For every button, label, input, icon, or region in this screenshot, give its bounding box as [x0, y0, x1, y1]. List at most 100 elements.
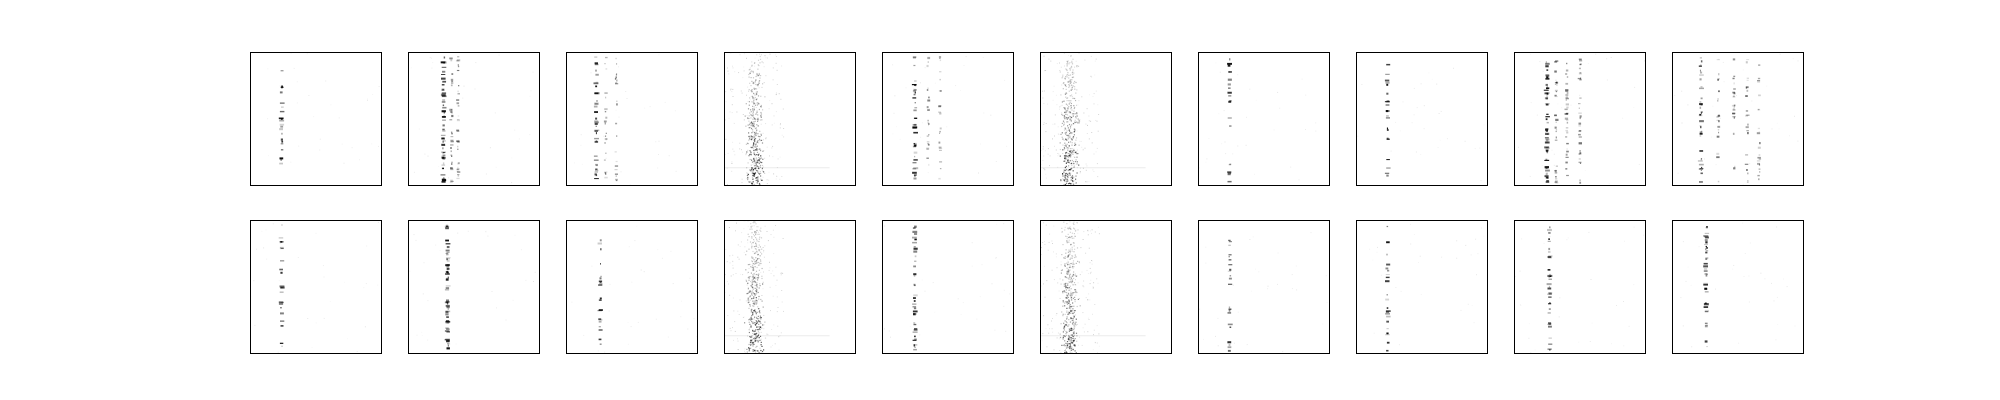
heatmap-cell	[756, 141, 759, 143]
heatmap-cell	[732, 65, 733, 67]
heatmap-cell	[757, 233, 759, 235]
heatmap-cell	[675, 170, 677, 172]
heatmap-cell	[280, 286, 285, 289]
heatmap-cell	[594, 121, 599, 124]
heatmap-cell	[1070, 337, 1072, 339]
heatmap-cell	[1072, 274, 1074, 276]
heatmap-cell	[725, 91, 727, 93]
heatmap-cell	[760, 262, 762, 265]
heatmap-cell	[1065, 173, 1067, 175]
heatmap-cell	[727, 315, 729, 316]
heatmap-cell	[1715, 288, 1716, 290]
heatmap-cell	[696, 336, 698, 338]
heatmap-cell	[1065, 165, 1067, 167]
heatmap-cell	[1083, 280, 1085, 282]
heatmap-cell	[1065, 161, 1068, 164]
heatmap-cell	[1227, 180, 1232, 183]
heatmap-cell	[742, 274, 744, 276]
heatmap-cell	[762, 158, 764, 160]
heatmap-cell	[1545, 77, 1550, 80]
heatmap-cells	[250, 221, 379, 353]
heatmap-cell	[762, 247, 764, 248]
heatmap-cell	[1545, 172, 1548, 175]
heatmap-cell	[1227, 78, 1232, 81]
heatmap-cell	[1045, 224, 1047, 226]
heatmap-cell	[1277, 283, 1278, 285]
heatmap-cell	[1069, 346, 1072, 348]
heatmap-cell	[441, 74, 446, 75]
heatmap-cell	[1067, 347, 1069, 349]
heatmap-cell	[1249, 88, 1251, 90]
heatmap-cell	[753, 310, 755, 312]
heatmap-cell	[1072, 137, 1074, 139]
heatmap-cell	[729, 294, 731, 296]
heatmap-cell	[750, 336, 752, 338]
heatmap-cell	[756, 91, 758, 93]
heatmap-cell	[1438, 113, 1440, 114]
heatmap-cell	[1075, 175, 1077, 177]
heatmap-cell	[1067, 169, 1069, 172]
heatmap-cell	[1066, 139, 1068, 141]
heatmap-cell	[594, 129, 600, 132]
heatmap-cell	[450, 344, 451, 345]
heatmap-cell	[1073, 183, 1075, 185]
heatmap-cell	[757, 264, 760, 266]
heatmap-cell	[1716, 116, 1719, 118]
heatmap-cell	[615, 122, 618, 125]
heatmap-cell	[759, 317, 761, 319]
heatmap-cell	[1065, 144, 1067, 146]
heatmap-cell	[756, 102, 758, 104]
heatmap-cell	[1067, 159, 1069, 161]
heatmap-cell	[1554, 94, 1557, 97]
heatmap-cell	[753, 108, 755, 110]
heatmap-cell	[1066, 223, 1068, 225]
heatmap-cell	[753, 173, 756, 175]
heatmap-cell	[446, 306, 450, 309]
heatmap-cell	[752, 312, 754, 314]
heatmap-cell	[668, 155, 670, 157]
heatmap-cell	[1386, 167, 1391, 169]
heatmap-cell	[912, 241, 917, 244]
heatmap-cell	[442, 162, 445, 165]
heatmap-cell	[757, 167, 759, 169]
heatmap-cell	[1699, 78, 1702, 81]
heatmap-cell	[319, 149, 321, 151]
heatmap-panel-r1-c1	[408, 220, 540, 354]
heatmap-cell	[754, 172, 756, 175]
heatmap-cell	[965, 56, 967, 58]
heatmap-cell	[1758, 178, 1760, 181]
heatmap-cell	[763, 324, 765, 326]
heatmap-cell	[1096, 342, 1098, 344]
heatmap-cell	[1065, 175, 1067, 177]
heatmap-cell	[1227, 117, 1232, 119]
heatmap-cell	[733, 150, 735, 152]
heatmap-cell	[1065, 276, 1067, 278]
heatmap-cell	[748, 267, 750, 269]
heatmap-cell	[752, 96, 754, 98]
heatmap-cell	[1267, 288, 1269, 290]
heatmap-cell	[751, 294, 753, 296]
heatmap-cell	[1789, 135, 1790, 137]
heatmap-cell	[752, 278, 754, 280]
heatmap-cell	[280, 307, 282, 309]
heatmap-cell	[758, 159, 760, 161]
heatmap-cell	[754, 300, 756, 302]
heatmap-cell	[1059, 336, 1062, 339]
heatmap-cell	[1081, 344, 1083, 346]
heatmap-cell	[751, 279, 753, 281]
heatmap-cell	[1067, 155, 1069, 157]
heatmap-cell	[758, 182, 761, 185]
heatmap-cell	[760, 149, 762, 151]
heatmap-cell	[1063, 115, 1065, 117]
heatmap-cell	[776, 69, 778, 71]
heatmap-cell	[1544, 146, 1550, 149]
heatmap-cell	[281, 106, 284, 108]
heatmap-cell	[1051, 269, 1053, 271]
heatmap-cell	[754, 232, 756, 234]
heatmap-cell	[442, 128, 445, 131]
heatmap-cell	[1555, 130, 1557, 133]
heatmap-cell	[913, 284, 916, 287]
heatmap-cell	[1290, 166, 1292, 168]
heatmap-cell	[1067, 107, 1069, 109]
